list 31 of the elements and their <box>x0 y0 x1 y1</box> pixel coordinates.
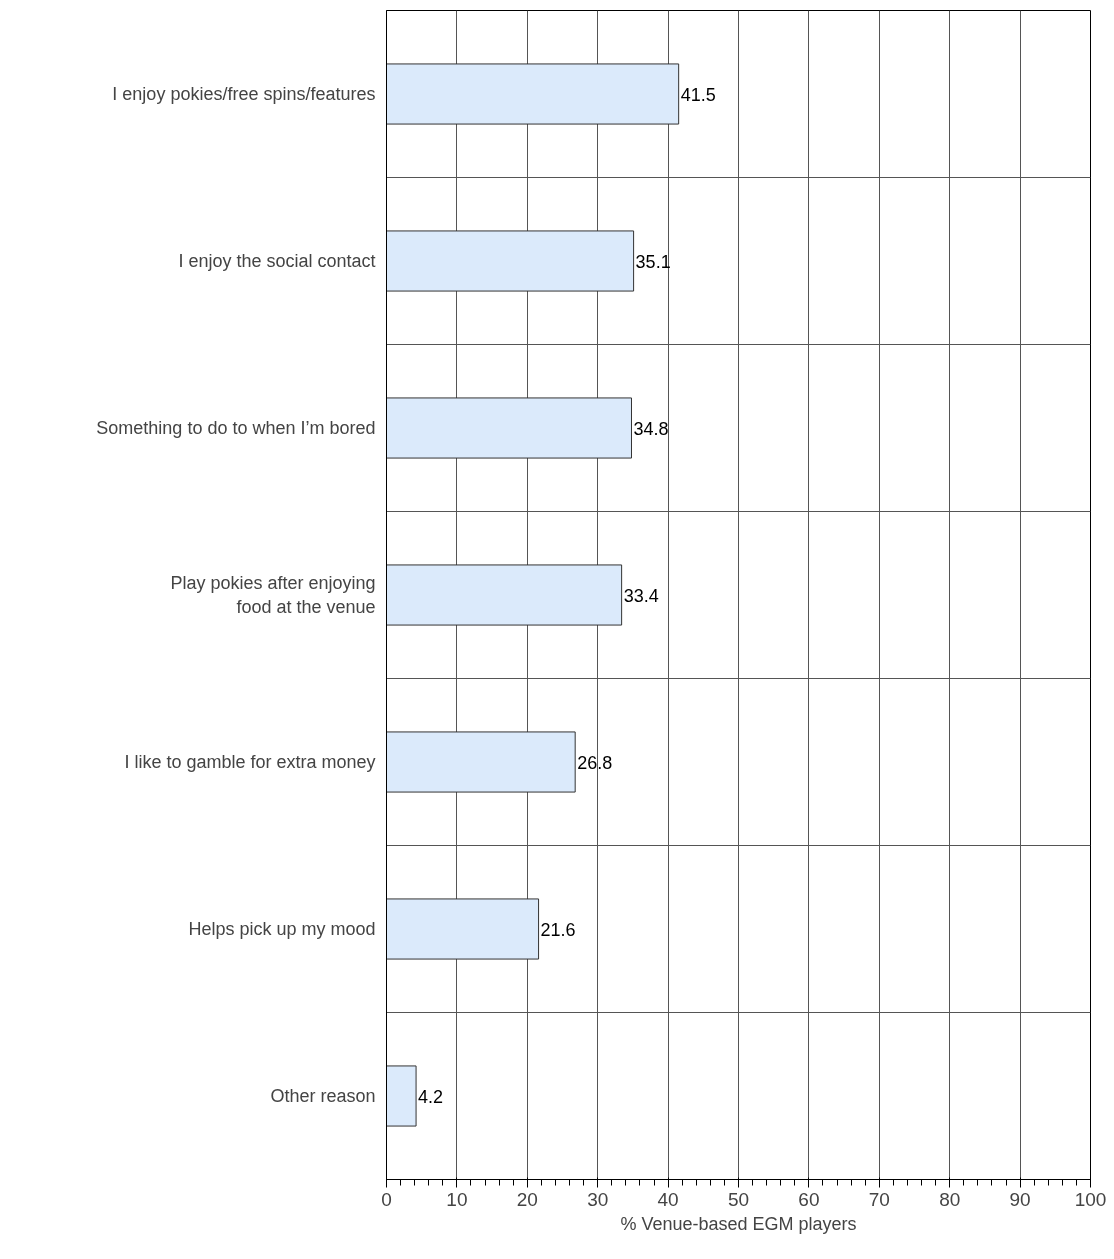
data-label: 34.8 <box>633 418 669 439</box>
x-tick-label: 20 <box>516 1188 538 1210</box>
y-tick-label: I enjoy pokies/free spins/features <box>112 84 376 104</box>
bar <box>386 898 540 960</box>
y-tick-label: I enjoy the social contact <box>178 251 376 271</box>
x-tick-label: 0 <box>381 1188 392 1210</box>
x-tick-label: 90 <box>1009 1188 1031 1210</box>
y-tick-label: Helps pick up my mood <box>188 919 376 939</box>
y-tick-label: Play pokies after enjoying food at the venue <box>170 573 376 617</box>
data-label: 41.5 <box>680 84 716 105</box>
bar <box>386 564 623 626</box>
x-tick-label: 60 <box>798 1188 820 1210</box>
x-tick-label: 10 <box>446 1188 468 1210</box>
bar <box>386 397 632 459</box>
data-label: 21.6 <box>540 919 576 940</box>
x-tick-label: 40 <box>657 1188 679 1210</box>
x-tick-label: 70 <box>868 1188 890 1210</box>
x-tick-label: 100 <box>1074 1188 1107 1210</box>
y-tick-label: I like to gamble for extra money <box>124 752 376 772</box>
x-tick-label: 50 <box>727 1188 750 1210</box>
bar <box>386 1065 417 1127</box>
y-tick-label: Something to do to when I’m bored <box>96 418 376 438</box>
data-label: 33.4 <box>623 585 659 606</box>
bar <box>386 230 635 292</box>
x-tick-label: 80 <box>939 1188 961 1210</box>
bar <box>386 731 576 793</box>
y-tick-label: Other reason <box>270 1086 376 1106</box>
x-axis-title: % Venue-based EGM players <box>620 1213 857 1234</box>
bar <box>386 63 680 125</box>
data-label: 4.2 <box>418 1086 444 1107</box>
x-tick-label: 30 <box>587 1188 609 1210</box>
